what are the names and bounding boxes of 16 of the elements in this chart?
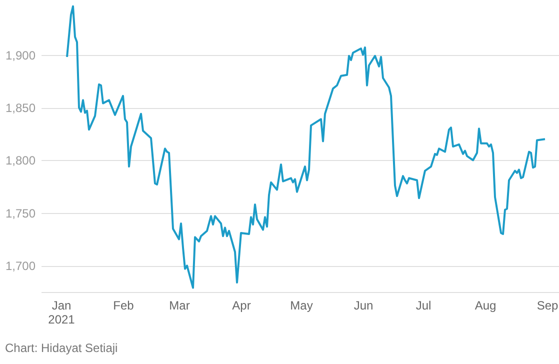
y-tick-label: 1,700 (5, 259, 36, 274)
x-tick-label: Sep (536, 298, 558, 312)
x-tick-label: Apr (232, 298, 251, 312)
y-tick-label: 1,850 (5, 101, 36, 116)
x-tick-label: May (290, 298, 313, 312)
x-tick-label: Aug (474, 298, 496, 312)
y-tick-label: 1,900 (5, 48, 36, 62)
y-tick-label: 1,800 (5, 154, 36, 168)
x-tick-label: Jul (416, 298, 432, 312)
x-tick-label: Feb (113, 298, 134, 312)
x-tick-label: Mar (169, 298, 190, 312)
line-series (66, 5, 546, 289)
y-tick-label: 1,750 (5, 206, 36, 220)
x-tick-label: Jan 2021 (48, 298, 76, 326)
x-tick-label: Jun (354, 298, 374, 312)
text: Chart: Hidayat Setiaji (5, 341, 118, 355)
